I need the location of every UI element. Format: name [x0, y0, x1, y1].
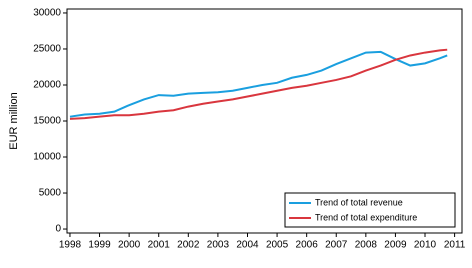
y-tick-label: 25000: [33, 44, 61, 55]
x-tick-label: 2003: [207, 240, 230, 251]
y-axis-label: EUR million: [8, 92, 20, 149]
x-tick-label: 1998: [59, 240, 82, 251]
x-tick-label: 2004: [236, 240, 259, 251]
y-tick-label: 0: [55, 224, 61, 235]
y-tick-label: 5000: [39, 188, 62, 199]
x-tick-label: 2000: [118, 240, 141, 251]
y-tick-label: 20000: [33, 80, 61, 91]
x-tick-label: 2005: [266, 240, 289, 251]
series-line: [69, 48, 448, 120]
y-tick-label: 15000: [33, 116, 61, 127]
legend-box: [284, 192, 456, 228]
x-tick-label: 2006: [296, 240, 319, 251]
legend-label: Trend of total expenditure: [315, 212, 417, 222]
series-line: [69, 50, 448, 118]
x-tick-label: 2011: [444, 240, 466, 251]
y-tick-label: 30000: [33, 8, 61, 19]
x-tick-label: 2007: [325, 240, 348, 251]
x-tick-label: 2010: [414, 240, 437, 251]
legend-label: Trend of total revenue: [315, 197, 403, 207]
y-tick-label: 10000: [33, 152, 61, 163]
x-tick-label: 2008: [355, 240, 378, 251]
x-tick-label: 2009: [384, 240, 407, 251]
x-tick-label: 2002: [177, 240, 200, 251]
x-tick-label: 2001: [148, 240, 171, 251]
x-tick-label: 1999: [88, 240, 111, 251]
